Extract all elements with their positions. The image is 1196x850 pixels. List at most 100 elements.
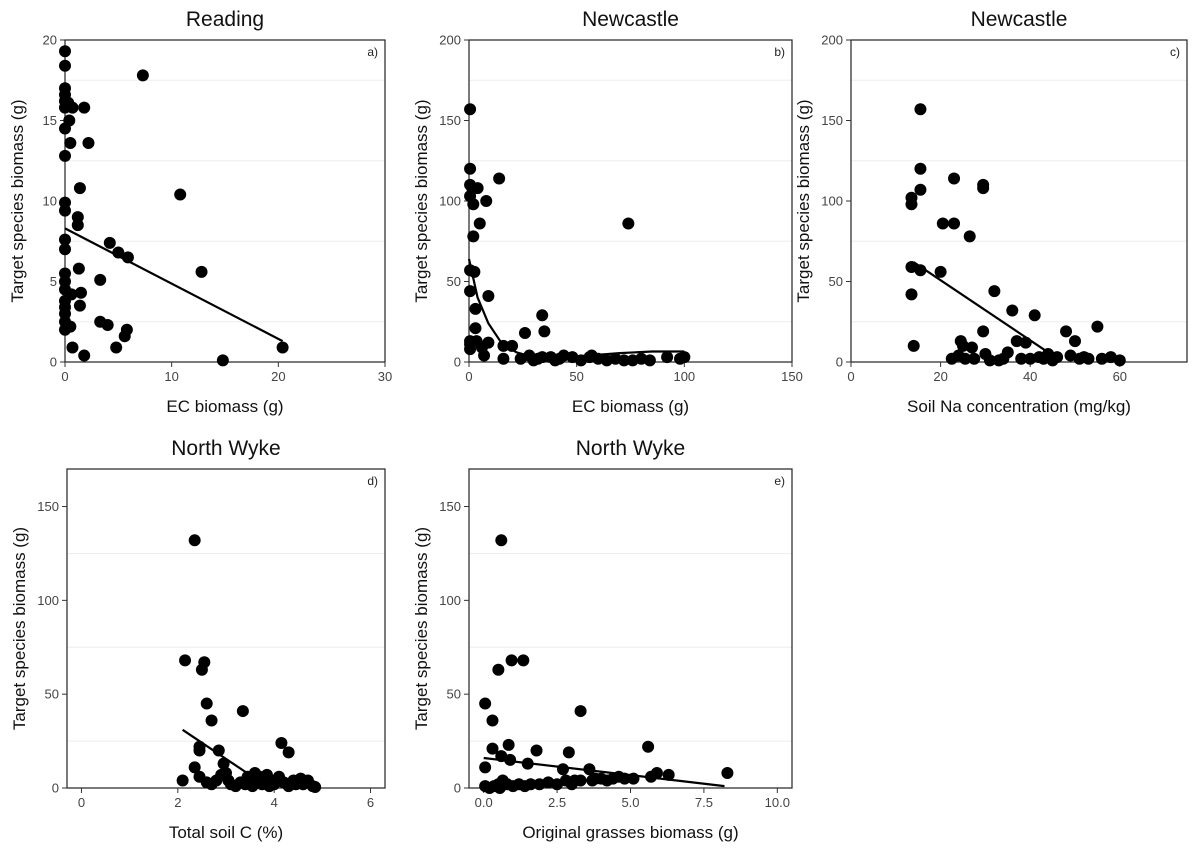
data-point <box>275 736 288 749</box>
fit-line <box>467 258 685 360</box>
data-point <box>59 59 71 72</box>
data-point <box>193 744 206 757</box>
data-point <box>948 217 961 230</box>
data-point <box>469 302 482 315</box>
data-point <box>205 714 218 727</box>
data-point <box>188 761 201 774</box>
data-point <box>914 162 927 175</box>
data-point <box>479 761 492 774</box>
panel-label: d) <box>367 474 378 488</box>
data-point <box>59 149 71 162</box>
x-tick-label: 6 <box>367 795 374 810</box>
y-tick-label: 10 <box>43 194 57 209</box>
data-point <box>650 766 663 779</box>
data-point <box>64 320 77 333</box>
chart-panel-1: 0 10 20 30 0 5 10 15 20 Reading a) EC biomass (g) Ta… <box>8 8 392 416</box>
data-point <box>492 663 505 676</box>
x-tick-label: 10.0 <box>765 795 790 810</box>
x-tick-label: 2.5 <box>548 795 566 810</box>
data-point <box>75 286 87 299</box>
data-point <box>1069 335 1081 348</box>
y-tick-label: 0 <box>454 781 461 796</box>
data-point <box>464 162 477 175</box>
y-axis-label: Target species biomass (g) <box>412 527 431 730</box>
y-tick-label: 150 <box>439 499 461 514</box>
chart-title: North Wyke <box>576 437 686 460</box>
x-tick-label: 40 <box>1023 369 1037 384</box>
data-point <box>497 352 510 365</box>
data-point <box>486 742 499 755</box>
data-point <box>1082 352 1095 365</box>
data-point <box>179 654 192 667</box>
data-point <box>176 774 189 787</box>
data-point <box>480 195 493 207</box>
y-tick-label: 50 <box>447 274 461 289</box>
data-point <box>1028 309 1041 322</box>
data-point <box>136 69 149 82</box>
x-tick-label: 0 <box>847 369 854 384</box>
data-point <box>914 264 927 277</box>
data-point <box>110 341 123 354</box>
y-tick-label: 150 <box>37 499 59 514</box>
x-axis-label: Total soil C (%) <box>169 823 283 842</box>
data-point <box>64 137 77 150</box>
data-point <box>464 103 477 116</box>
data-point <box>574 705 587 718</box>
data-point <box>478 349 491 362</box>
data-point <box>73 299 86 312</box>
y-tick-label: 20 <box>43 33 57 48</box>
data-point <box>914 103 927 116</box>
data-point <box>216 354 229 367</box>
data-point <box>464 285 477 298</box>
x-tick-label: 150 <box>781 369 803 384</box>
y-tick-label: 50 <box>829 274 843 289</box>
chart-title: Newcastle <box>582 8 679 31</box>
data-point <box>678 351 691 364</box>
y-tick-label: 100 <box>821 194 843 209</box>
y-tick-label: 200 <box>439 33 461 48</box>
y-tick-label: 5 <box>50 274 57 289</box>
fit-line <box>64 227 284 343</box>
plot-frame <box>468 468 793 789</box>
panel-label: e) <box>774 474 785 488</box>
data-point <box>82 137 95 150</box>
plot-frame <box>66 468 386 789</box>
data-point <box>661 351 674 364</box>
data-point <box>643 354 656 367</box>
panel-label: c) <box>1170 45 1180 59</box>
data-point <box>276 341 289 354</box>
chart-panel-2: 0 50 100 150 0 50 100 150 200 Newcastle b) EC bioma… <box>412 8 803 416</box>
data-point <box>574 774 587 787</box>
data-point <box>524 778 537 791</box>
y-tick-label: 0 <box>454 355 461 370</box>
chart-panel-3: 0 20 40 60 0 50 100 150 200 Newcastle c) Soil Na co… <box>794 8 1188 416</box>
y-axis-label: Target species biomass (g) <box>794 99 813 302</box>
data-point <box>622 217 635 230</box>
data-point <box>562 746 575 759</box>
data-point <box>479 697 492 710</box>
data-point <box>236 705 249 718</box>
x-tick-label: 0.0 <box>475 795 493 810</box>
x-tick-label: 20 <box>271 369 285 384</box>
data-point <box>200 697 213 710</box>
data-point <box>309 781 322 794</box>
data-point <box>936 217 949 230</box>
chart-title: Newcastle <box>971 8 1068 31</box>
data-point <box>662 768 675 781</box>
y-tick-label: 200 <box>821 33 843 48</box>
data-point <box>493 172 506 185</box>
y-tick-label: 0 <box>50 355 57 370</box>
y-tick-label: 100 <box>439 593 461 608</box>
data-point <box>1006 304 1019 317</box>
data-point <box>963 230 976 243</box>
x-tick-label: 2 <box>174 795 181 810</box>
data-point <box>212 744 225 757</box>
data-point <box>195 265 208 278</box>
data-point <box>905 288 918 301</box>
panel-label: b) <box>774 45 785 59</box>
data-point <box>968 352 981 365</box>
chart-panel-4: 0 2 4 6 0 50 100 150 North Wyke d) Total soil C (%… <box>10 437 386 842</box>
data-point <box>282 746 295 759</box>
fit-line <box>483 756 725 788</box>
data-point <box>482 336 495 349</box>
